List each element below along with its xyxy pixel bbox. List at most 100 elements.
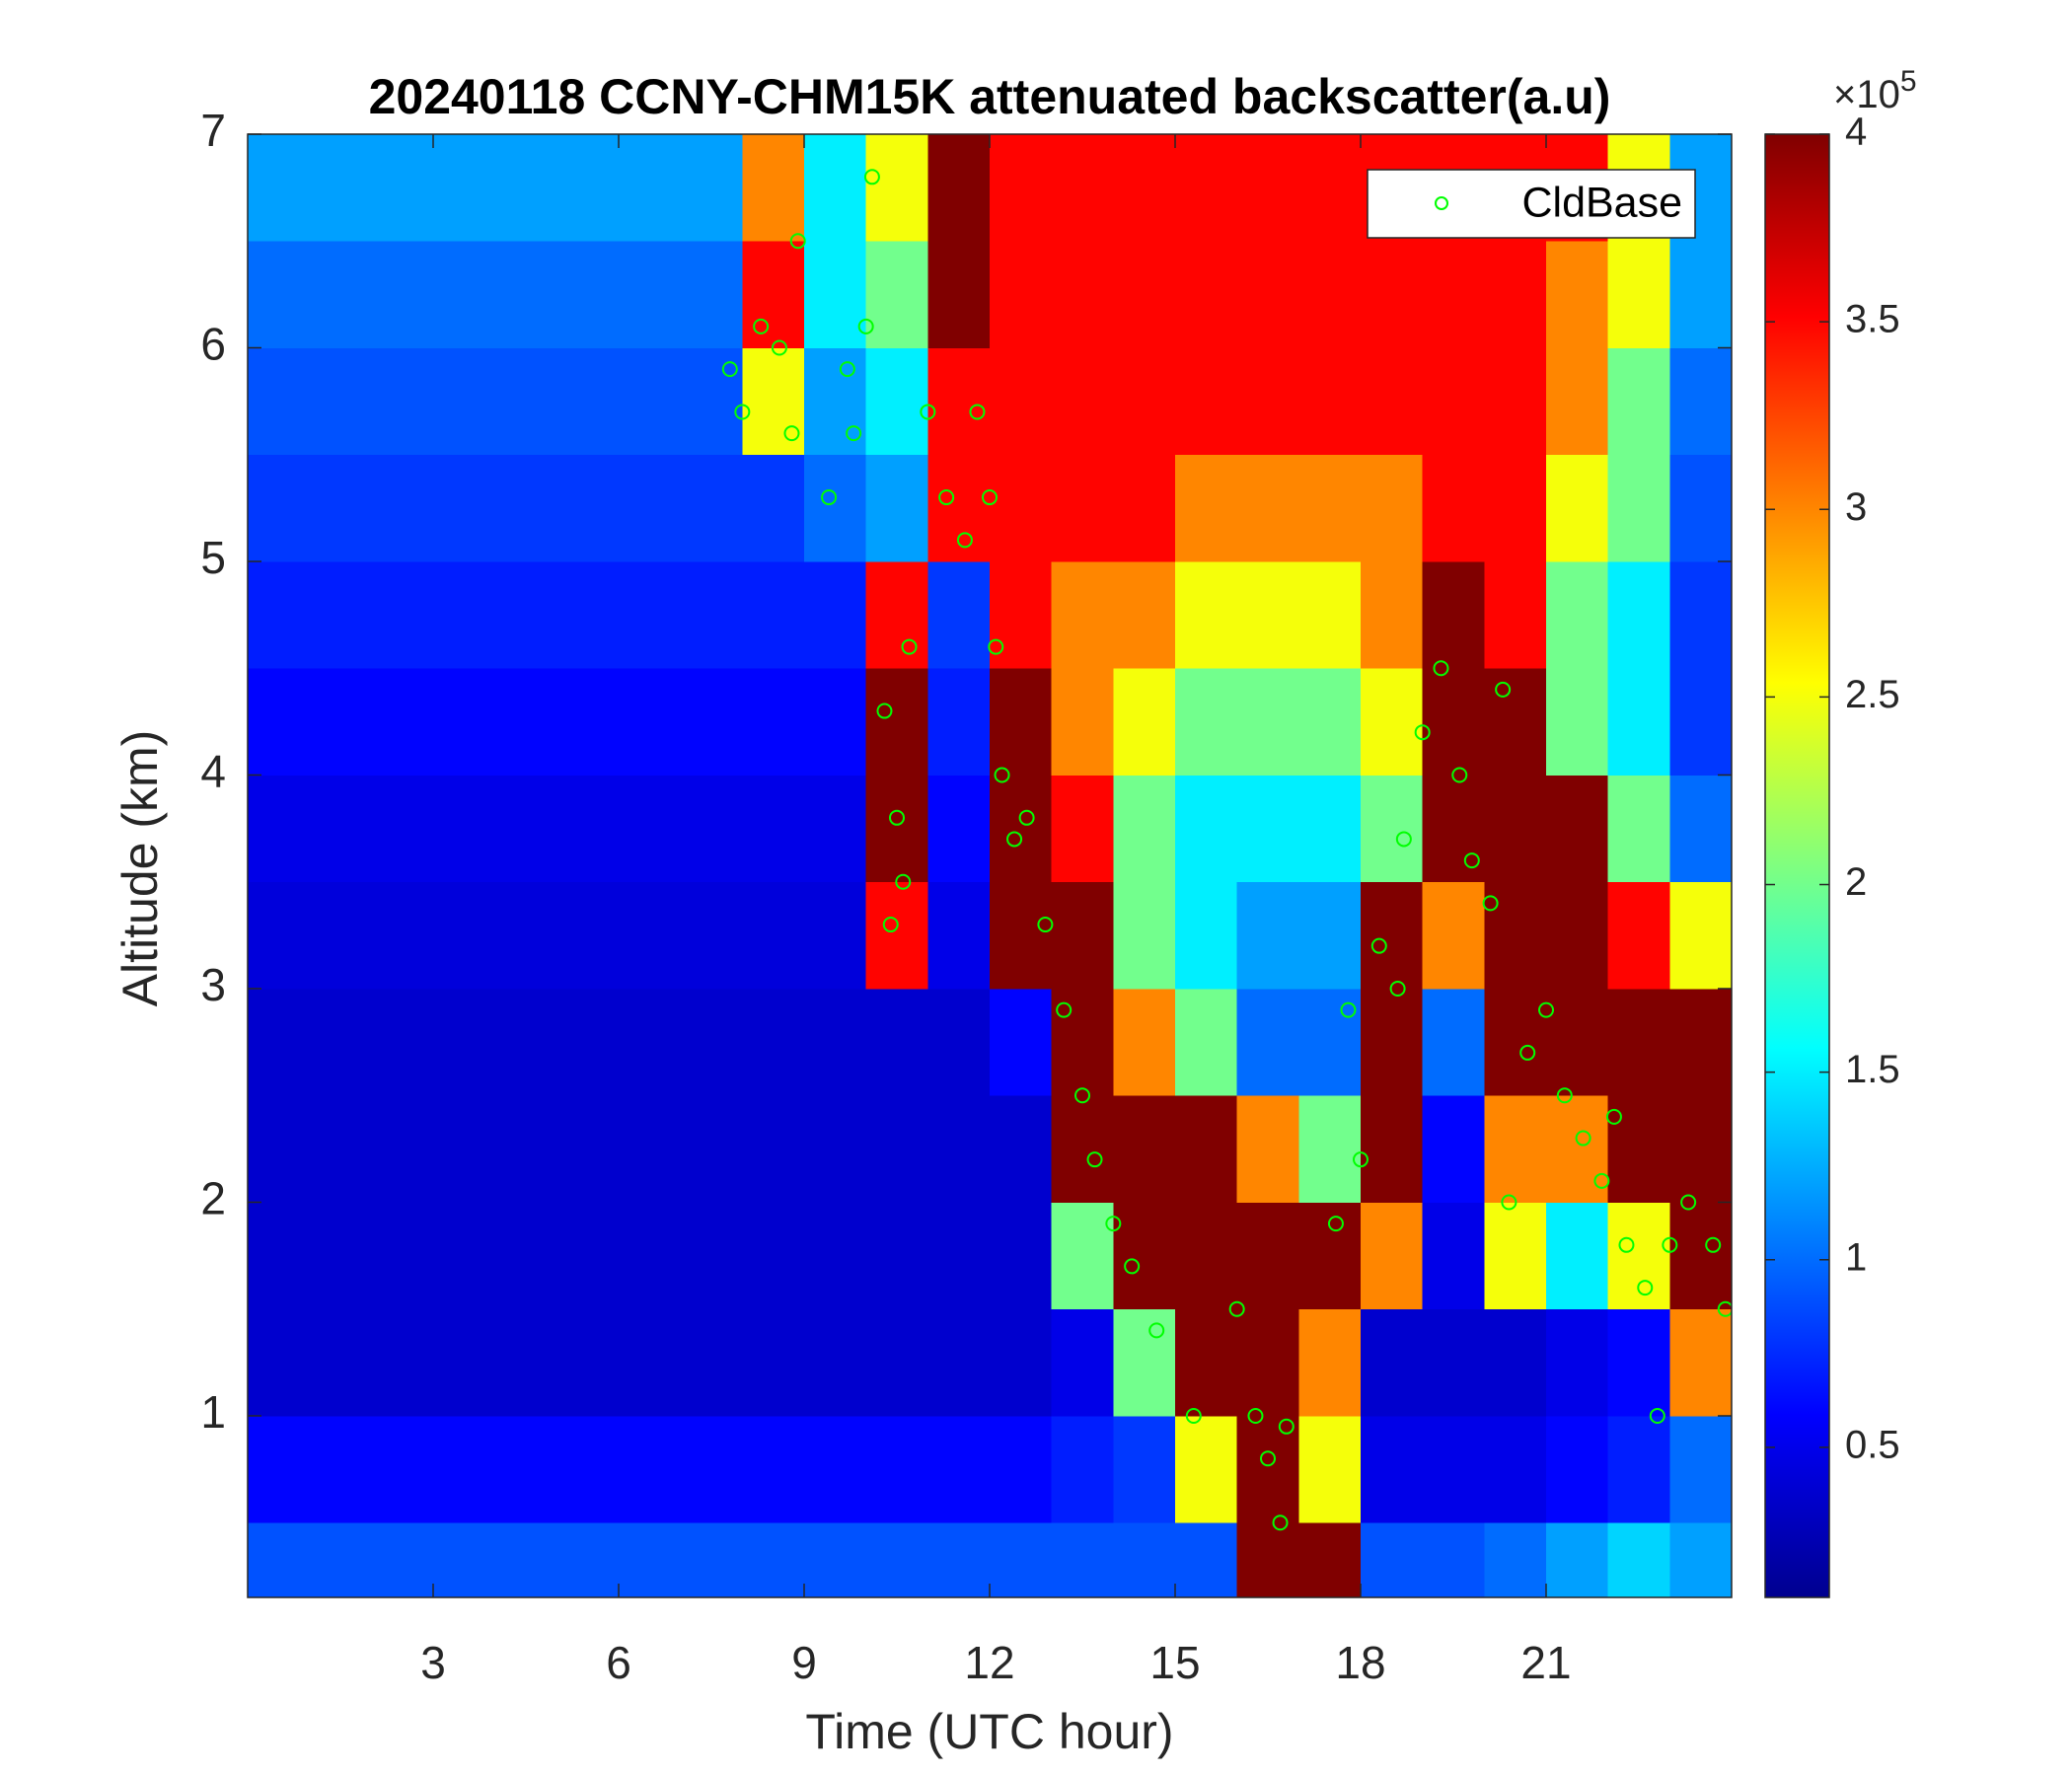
heatmap-cell — [1422, 1522, 1485, 1597]
cloud-base-point — [1105, 1216, 1122, 1232]
heatmap-cell — [494, 560, 557, 669]
heatmap-cell — [556, 988, 620, 1096]
heatmap-cell — [494, 988, 557, 1096]
heatmap-cell — [742, 1415, 805, 1523]
cloud-base-point — [863, 169, 880, 185]
heatmap-cell — [1175, 881, 1238, 990]
heatmap-cell — [680, 1095, 743, 1203]
heatmap-cell — [742, 560, 805, 669]
heatmap-cell — [309, 560, 372, 669]
heatmap-cell — [556, 134, 620, 242]
heatmap-cell — [1669, 775, 1732, 883]
heatmap-cell — [1113, 560, 1176, 669]
heatmap-cell — [804, 1415, 867, 1523]
cloud-base-point — [1538, 1001, 1554, 1018]
cloud-base-point — [895, 873, 912, 890]
y-tick-label: 3 — [200, 959, 226, 1010]
cloud-base-point — [1717, 1300, 1732, 1317]
cloud-base-point — [1680, 1194, 1697, 1211]
heatmap-cell — [1669, 347, 1732, 456]
heatmap-cell — [927, 1308, 991, 1417]
heatmap-cell — [619, 988, 682, 1096]
heatmap-cell — [1422, 1202, 1485, 1310]
heatmap-cell — [371, 1095, 434, 1203]
cloud-base-point — [1593, 1172, 1610, 1189]
heatmap-cell — [433, 881, 496, 990]
heatmap-cell — [1175, 1308, 1238, 1417]
heatmap-cell — [1484, 668, 1547, 776]
heatmap-cell — [433, 775, 496, 883]
heatmap-cell — [1669, 1308, 1732, 1417]
heatmap-cell — [1546, 881, 1609, 990]
heatmap-cell — [680, 560, 743, 669]
heatmap-cell — [1298, 1522, 1362, 1597]
heatmap-cell — [1175, 1522, 1238, 1597]
heatmap-cell — [1546, 775, 1609, 883]
heatmap-cell — [1298, 988, 1362, 1096]
colorbar-tick-label: 1 — [1845, 1235, 1867, 1279]
heatmap-cell — [804, 988, 867, 1096]
heatmap-cell — [1422, 560, 1485, 669]
x-tick-label: 9 — [791, 1637, 817, 1688]
x-tick-label: 6 — [606, 1637, 631, 1688]
heatmap-cell — [1361, 1522, 1424, 1597]
heatmap-cell — [1236, 881, 1299, 990]
heatmap-cell — [742, 1095, 805, 1203]
heatmap-cell — [1422, 347, 1485, 456]
heatmap-cell — [1236, 454, 1299, 562]
colorbar-multiplier: ×105 — [1833, 65, 1917, 116]
heatmap-cell — [804, 881, 867, 990]
heatmap-cell — [556, 454, 620, 562]
heatmap-cell — [865, 560, 928, 669]
heatmap-cell — [1669, 988, 1732, 1096]
heatmap-cell — [1669, 1522, 1732, 1597]
heatmap-cell — [248, 668, 311, 776]
heatmap-cell — [1607, 668, 1670, 776]
heatmap-cell — [927, 454, 991, 562]
heatmap-cell — [1546, 347, 1609, 456]
heatmap-cell — [1175, 1415, 1238, 1523]
heatmap-cell — [1422, 881, 1485, 990]
heatmap-cell — [619, 1522, 682, 1597]
cloud-base-point — [839, 361, 855, 378]
heatmap-cell — [927, 560, 991, 669]
heatmap-cell — [865, 881, 928, 990]
heatmap-cell — [1175, 1095, 1238, 1203]
heatmap-cell — [865, 1202, 928, 1310]
heatmap-cell — [1113, 1415, 1176, 1523]
heatmap-cell — [1298, 454, 1362, 562]
heatmap-cell — [804, 1522, 867, 1597]
heatmap-cell — [804, 347, 867, 456]
heatmap-cell — [494, 668, 557, 776]
heatmap-cell — [494, 1522, 557, 1597]
colorbar-tick-label: 2.5 — [1845, 673, 1900, 716]
heatmap-cell — [371, 775, 434, 883]
heatmap-cell — [371, 1522, 434, 1597]
heatmap-cell — [1607, 881, 1670, 990]
heatmap-cell — [371, 241, 434, 348]
heatmap-cell — [1607, 988, 1670, 1096]
colorbar-tick-label: 2 — [1845, 860, 1867, 904]
heatmap-cell — [371, 560, 434, 669]
cloud-base-point — [1705, 1236, 1722, 1253]
cloud-base-point — [1018, 809, 1035, 826]
heatmap-cell — [865, 775, 928, 883]
heatmap-cell — [1236, 241, 1299, 348]
heatmap-cell — [680, 454, 743, 562]
heatmap-cell — [1669, 1202, 1732, 1310]
heatmap-cell — [1175, 988, 1238, 1096]
heatmap-cell — [927, 1522, 991, 1597]
heatmap-cell — [1607, 241, 1670, 348]
chart-title: 20240118 CCNY-CHM15K attenuated backscat… — [369, 69, 1611, 124]
heatmap-cell — [1175, 347, 1238, 456]
heatmap-cell — [556, 1095, 620, 1203]
cloud-base-point — [846, 425, 862, 442]
heatmap-cell — [742, 241, 805, 348]
heatmap-cell — [990, 560, 1053, 669]
legend-marker — [1435, 196, 1448, 210]
cloud-base-point — [956, 532, 973, 549]
heatmap-cell — [1607, 1095, 1670, 1203]
y-tick-label: 5 — [200, 532, 226, 583]
heatmap-cell — [248, 347, 311, 456]
